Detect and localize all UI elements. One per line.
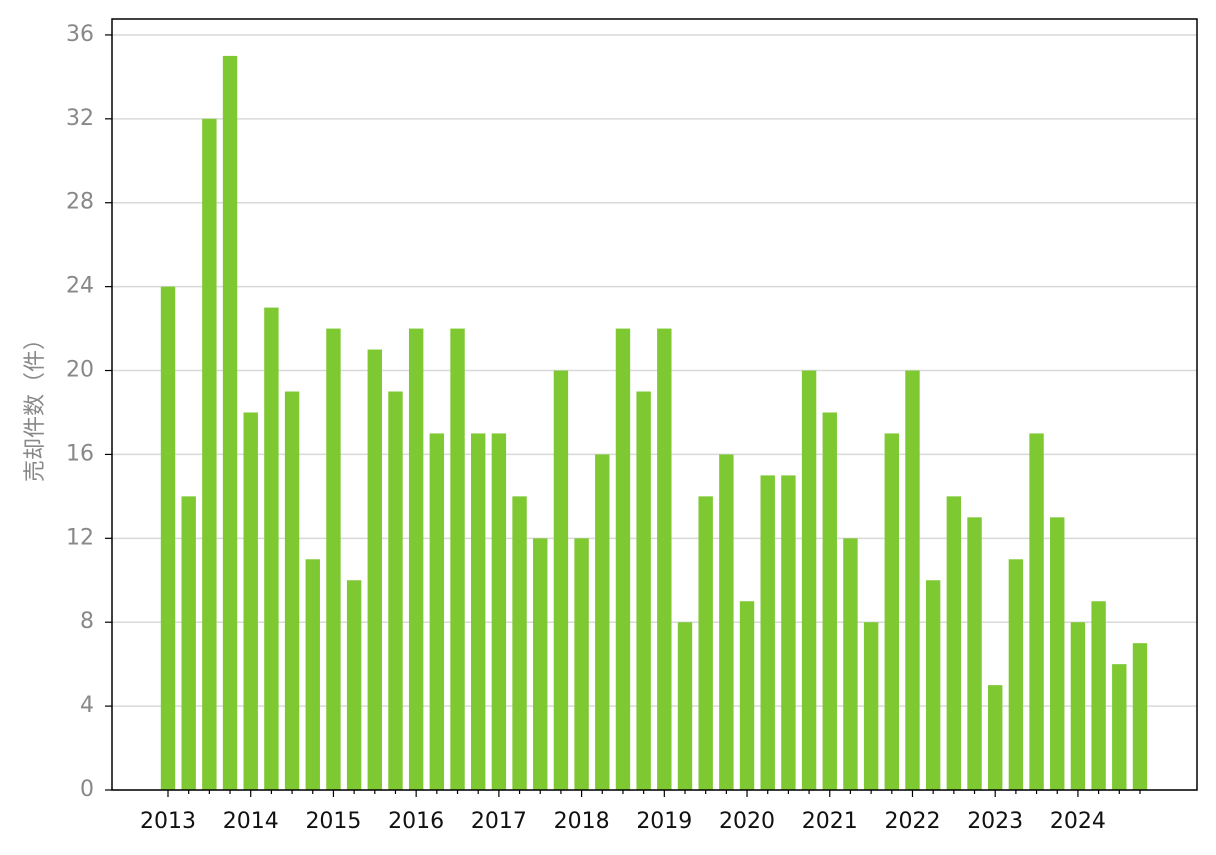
bar xyxy=(595,454,610,790)
x-tick-label: 2018 xyxy=(554,809,610,834)
x-tick-label: 2016 xyxy=(388,809,444,834)
bar xyxy=(905,370,920,790)
y-tick-label: 32 xyxy=(66,106,94,131)
y-tick-label: 0 xyxy=(80,777,94,802)
y-tick-label: 28 xyxy=(66,190,94,215)
bar xyxy=(264,307,279,790)
bar xyxy=(450,328,465,790)
bar xyxy=(1112,664,1127,790)
bar xyxy=(574,538,589,790)
bar xyxy=(677,622,693,790)
bar xyxy=(657,328,672,790)
bar xyxy=(801,370,817,790)
bar xyxy=(1050,517,1065,790)
y-tick-label: 12 xyxy=(66,525,94,550)
bar xyxy=(1008,559,1024,790)
x-tick-label: 2023 xyxy=(967,809,1023,834)
bar xyxy=(863,622,879,790)
bar xyxy=(615,328,631,790)
plot-frame xyxy=(111,18,1198,791)
bar xyxy=(491,433,507,790)
bar xyxy=(760,475,775,790)
bar xyxy=(843,538,858,790)
x-tick-label: 2019 xyxy=(636,809,692,834)
bar xyxy=(408,328,424,790)
bar xyxy=(388,391,403,790)
x-tick-label: 2020 xyxy=(719,809,775,834)
bar xyxy=(884,433,899,790)
bar xyxy=(946,496,962,790)
bar xyxy=(698,496,713,790)
y-axis-label: 売却件数（件） xyxy=(23,328,48,482)
bar xyxy=(739,601,755,790)
y-tick-label: 16 xyxy=(66,441,94,466)
y-tick-label: 36 xyxy=(66,22,94,47)
bar xyxy=(326,328,341,790)
bar xyxy=(367,349,382,790)
bar xyxy=(346,580,362,790)
y-tick-label: 24 xyxy=(66,274,94,299)
bar xyxy=(1029,433,1044,790)
x-tick-label: 2022 xyxy=(884,809,940,834)
x-tick-label: 2013 xyxy=(140,809,196,834)
bar xyxy=(719,454,734,790)
bar xyxy=(822,412,837,790)
bar xyxy=(471,433,486,790)
bar xyxy=(925,580,941,790)
bar xyxy=(243,412,258,790)
bar xyxy=(429,433,445,790)
bar xyxy=(181,496,196,790)
bar xyxy=(1091,601,1106,790)
bar xyxy=(967,517,982,790)
bar xyxy=(1070,622,1086,790)
bar xyxy=(305,559,320,790)
x-tick-label: 2024 xyxy=(1050,809,1106,834)
bar xyxy=(512,496,527,790)
bar xyxy=(202,118,217,790)
bar xyxy=(533,538,548,790)
y-tick-label: 20 xyxy=(66,358,94,383)
bar xyxy=(988,685,1003,790)
x-tick-label: 2021 xyxy=(802,809,858,834)
x-tick-label: 2014 xyxy=(223,809,279,834)
x-tick-label: 2015 xyxy=(305,809,361,834)
bar xyxy=(781,475,796,790)
y-tick-label: 8 xyxy=(80,609,94,634)
x-tick-label: 2017 xyxy=(471,809,527,834)
y-tick-label: 4 xyxy=(80,693,94,718)
bar xyxy=(160,286,176,790)
bar xyxy=(1132,643,1148,790)
bar xyxy=(636,391,651,790)
bar xyxy=(222,55,238,790)
bar xyxy=(553,370,569,790)
bar xyxy=(284,391,300,790)
